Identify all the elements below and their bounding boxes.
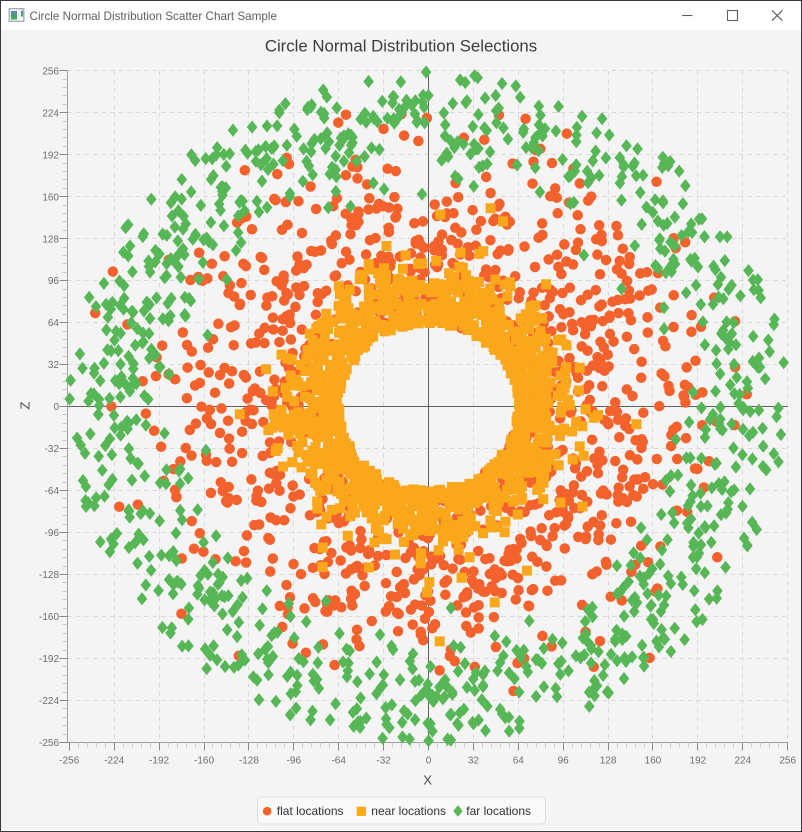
svg-text:32: 32 — [48, 360, 60, 371]
svg-text:64: 64 — [513, 756, 525, 767]
svg-text:160: 160 — [42, 192, 59, 203]
svg-text:128: 128 — [600, 756, 617, 767]
svg-text:-224: -224 — [39, 696, 59, 707]
svg-text:flat locations: flat locations — [277, 804, 344, 818]
svg-text:Z: Z — [18, 402, 33, 410]
svg-text:224: 224 — [42, 108, 59, 119]
svg-text:-192: -192 — [39, 654, 59, 665]
svg-text:-256: -256 — [59, 756, 79, 767]
svg-text:0: 0 — [426, 756, 432, 767]
svg-text:Circle Normal Distribution Sca: Circle Normal Distribution Scatter Chart… — [30, 10, 277, 23]
svg-text:-192: -192 — [149, 756, 169, 767]
svg-text:-96: -96 — [45, 528, 60, 539]
svg-text:96: 96 — [48, 276, 60, 287]
svg-text:-160: -160 — [194, 756, 214, 767]
svg-text:256: 256 — [779, 756, 796, 767]
svg-text:-256: -256 — [39, 738, 59, 749]
svg-text:far locations: far locations — [466, 804, 531, 818]
svg-text:-160: -160 — [39, 612, 59, 623]
svg-text:64: 64 — [48, 318, 60, 329]
svg-text:32: 32 — [468, 756, 480, 767]
svg-text:-32: -32 — [45, 444, 60, 455]
svg-text:X: X — [423, 772, 432, 787]
svg-text:-128: -128 — [239, 756, 259, 767]
svg-text:224: 224 — [734, 756, 751, 767]
svg-text:Circle Normal Distribution Sel: Circle Normal Distribution Selections — [265, 37, 537, 56]
svg-text:96: 96 — [558, 756, 570, 767]
svg-text:192: 192 — [42, 150, 59, 161]
svg-text:0: 0 — [53, 402, 59, 413]
svg-text:near locations: near locations — [371, 804, 446, 818]
svg-text:128: 128 — [42, 234, 59, 245]
svg-text:256: 256 — [42, 66, 59, 77]
svg-text:-128: -128 — [39, 570, 59, 581]
svg-text:-224: -224 — [104, 756, 124, 767]
svg-text:-64: -64 — [45, 486, 60, 497]
svg-text:192: 192 — [690, 756, 707, 767]
svg-text:160: 160 — [645, 756, 662, 767]
svg-text:-64: -64 — [331, 756, 346, 767]
svg-text:-96: -96 — [287, 756, 302, 767]
svg-text:-32: -32 — [376, 756, 391, 767]
